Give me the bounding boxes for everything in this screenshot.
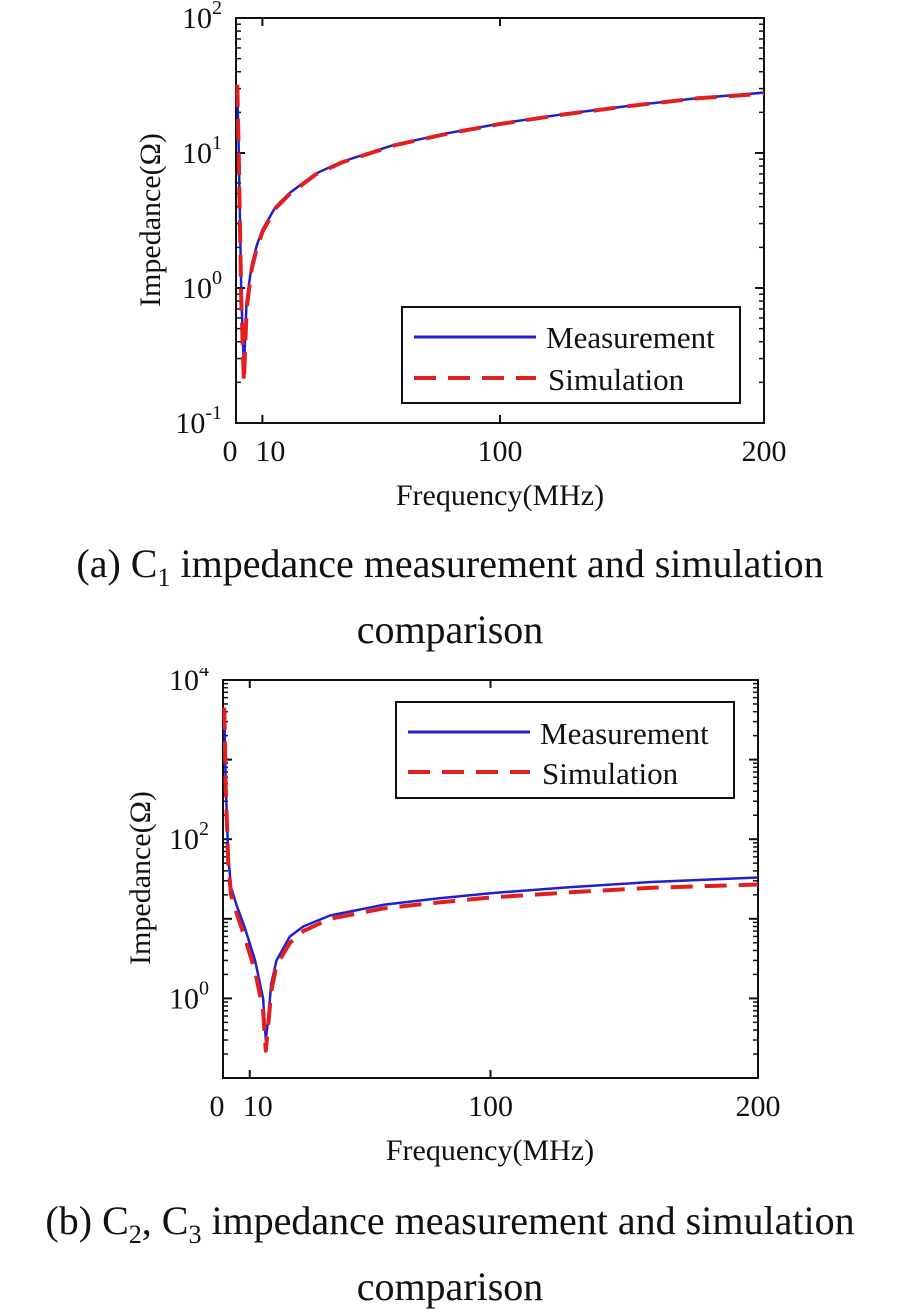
legend-measurement-label: Measurement bbox=[546, 320, 715, 355]
chart-c2-c3-impedance: 0 10 100 200 100 102 104 Measurement Simulati… bbox=[124, 668, 781, 1167]
legend-simulation-label: Simulation bbox=[542, 756, 679, 791]
y-tick-label: 101 bbox=[182, 132, 222, 170]
caption-a-line2: comparison bbox=[356, 607, 544, 652]
y-tick-label: 104 bbox=[169, 668, 209, 697]
series-line-simulation bbox=[235, 84, 765, 385]
legend-measurement-label: Measurement bbox=[540, 716, 709, 751]
series-line-simulation bbox=[222, 707, 759, 1053]
chart-c1-impedance: 0 10 100 200 10-1 100 101 102 Measurement Simu… bbox=[134, 0, 787, 512]
x-tick-label: 100 bbox=[468, 1090, 513, 1123]
legend-box bbox=[395, 701, 735, 799]
legend: Measurement Simulation bbox=[395, 701, 735, 799]
caption-a: (a) C1 impedance measurement and simulat… bbox=[0, 538, 900, 656]
y-tick-label: 100 bbox=[169, 977, 209, 1015]
y-tick-label: 102 bbox=[182, 0, 222, 35]
x-tick-label: 100 bbox=[478, 435, 523, 468]
legend-box bbox=[401, 306, 741, 404]
x-tick-label: 0 bbox=[223, 435, 238, 468]
x-tick-label: 10 bbox=[255, 435, 285, 468]
y-axis-label: Impedance(Ω) bbox=[134, 133, 167, 307]
y-tick-label: 102 bbox=[169, 818, 209, 856]
caption-b-line2: comparison bbox=[356, 1264, 544, 1309]
x-axis-label: Frequency(MHz) bbox=[386, 1134, 594, 1167]
y-tick-label: 10-1 bbox=[175, 402, 222, 440]
y-tick-label: 100 bbox=[182, 267, 222, 305]
y-axis-label: Impedance(Ω) bbox=[124, 791, 157, 965]
x-tick-label: 0 bbox=[210, 1090, 225, 1123]
x-axis-label: Frequency(MHz) bbox=[396, 479, 604, 512]
x-ticks: 0 10 100 200 bbox=[223, 18, 787, 468]
y-ticks: 100 102 104 bbox=[169, 668, 758, 1079]
series-group bbox=[222, 707, 759, 1053]
caption-b-line1: (b) C2, C3 impedance measurement and sim… bbox=[45, 1198, 855, 1249]
x-tick-label: 200 bbox=[742, 435, 787, 468]
caption-a-line1: (a) C1 impedance measurement and simulat… bbox=[76, 541, 824, 592]
x-tick-label: 200 bbox=[736, 1090, 781, 1123]
legend-simulation-label: Simulation bbox=[548, 362, 685, 397]
series-group bbox=[235, 84, 765, 385]
x-tick-label: 10 bbox=[243, 1090, 273, 1123]
x-ticks: 0 10 100 200 bbox=[210, 680, 781, 1123]
caption-b: (b) C2, C3 impedance measurement and sim… bbox=[0, 1195, 900, 1313]
legend: Measurement Simulation bbox=[401, 306, 741, 404]
